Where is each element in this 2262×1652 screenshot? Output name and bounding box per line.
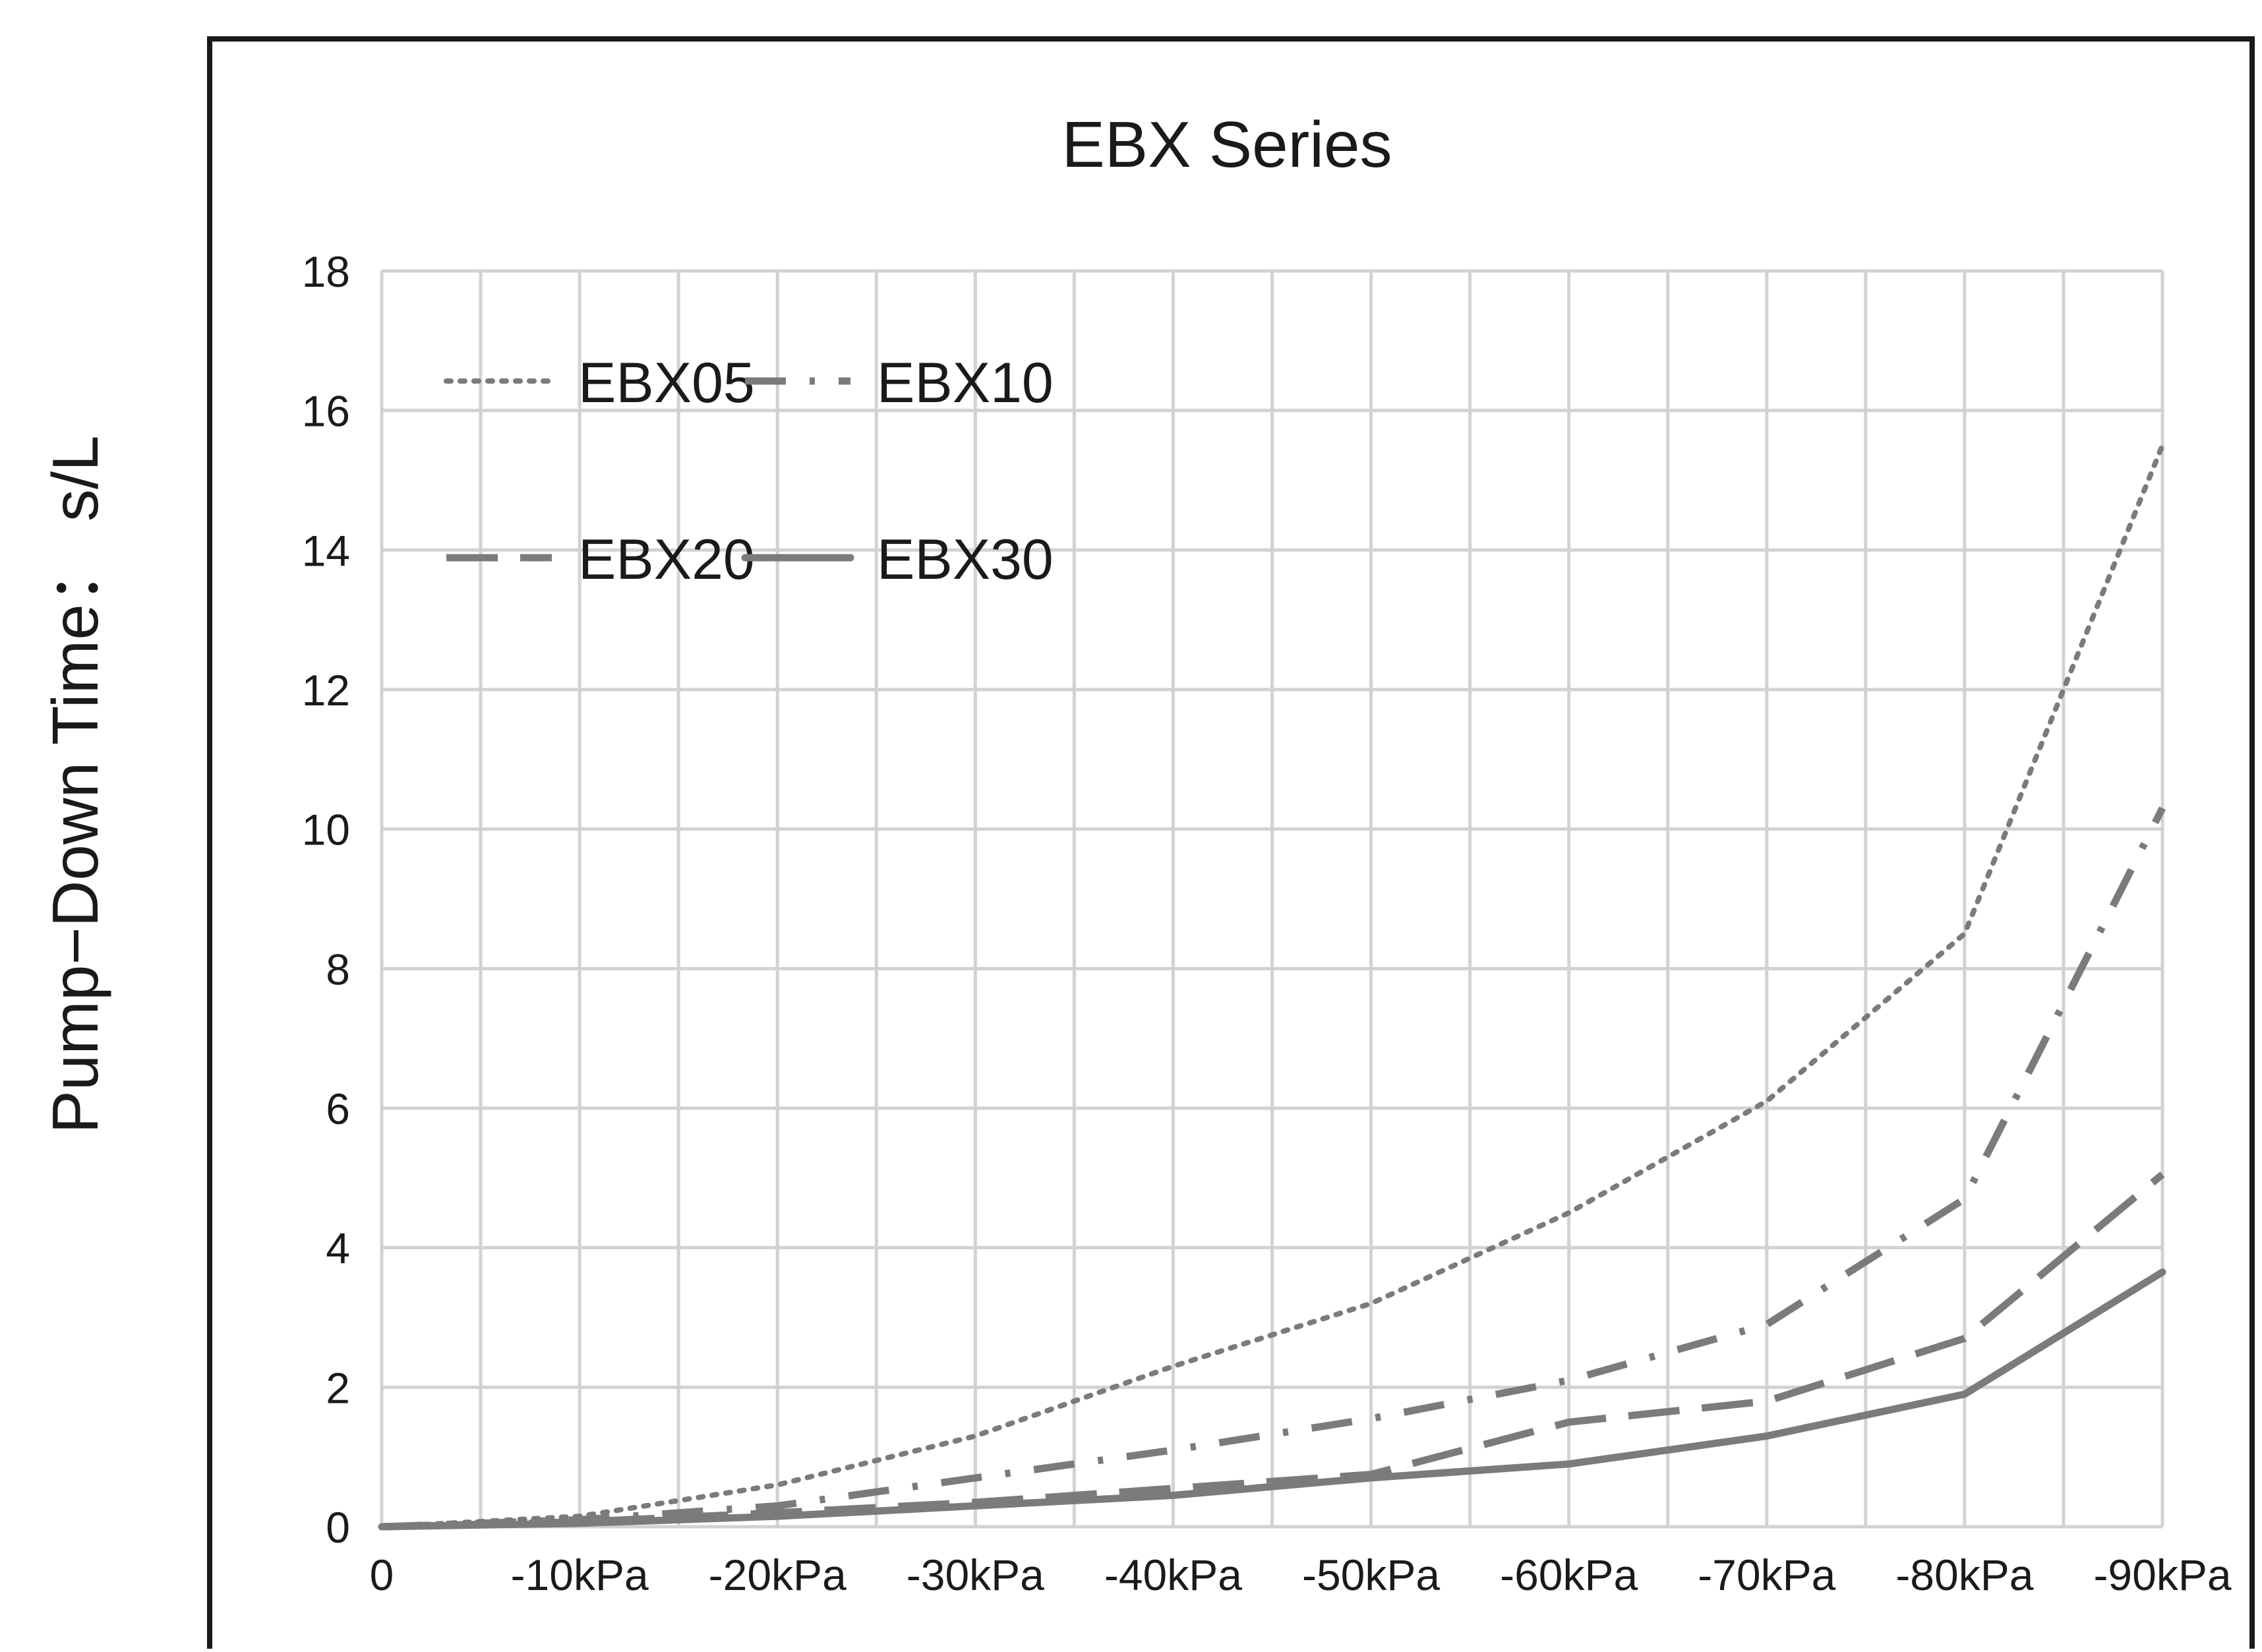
x-tick-label: 0 (370, 1550, 394, 1599)
x-tick-label: -50kPa (1302, 1550, 1440, 1599)
x-tick-label: -30kPa (907, 1550, 1044, 1599)
series-line-ebx30 (378, 1268, 2166, 1531)
y-tick-label: 8 (326, 945, 350, 993)
legend-label-ebx20: EBX20 (578, 528, 755, 591)
legend-label-ebx05: EBX05 (578, 351, 755, 415)
y-axis-label: Pump−Down Time： s/L (39, 435, 111, 1133)
x-tick-label: -60kPa (1500, 1550, 1638, 1599)
grid (380, 269, 2164, 1529)
chart-title: EBX Series (1061, 108, 1392, 181)
series-line-ebx05 (379, 442, 2165, 1529)
y-tick-label: 12 (302, 666, 350, 715)
x-tick-label: -80kPa (1895, 1550, 2033, 1599)
y-tick-label: 2 (326, 1363, 350, 1412)
y-tick-label: 6 (326, 1084, 350, 1133)
legend-label-ebx10: EBX10 (877, 351, 1054, 415)
y-tick-label: 14 (302, 526, 350, 575)
tick-labels: 0 2 4 6 8 10 12 14 16 18 0 -10kPa -20kPa -30kPa -40kPa… (302, 247, 2232, 1599)
series-lines (378, 442, 2166, 1531)
x-tick-label: -70kPa (1698, 1550, 1835, 1599)
x-tick-label: -90kPa (2093, 1550, 2231, 1599)
y-tick-label: 4 (326, 1224, 350, 1273)
series-line-ebx10 (381, 806, 2166, 1531)
chart-frame (207, 36, 2255, 1652)
x-tick-label: -20kPa (709, 1550, 847, 1599)
y-tick-label: 0 (326, 1503, 350, 1552)
legend: EBX05 EBX10 EBX20 EBX30 (444, 351, 1054, 591)
y-tick-label: 18 (302, 247, 350, 296)
x-tick-label: -10kPa (511, 1550, 649, 1599)
legend-label-ebx30: EBX30 (877, 528, 1054, 591)
y-tick-label: 10 (302, 806, 350, 854)
x-tick-label: -40kPa (1104, 1550, 1242, 1599)
y-tick-label: 16 (302, 387, 350, 436)
